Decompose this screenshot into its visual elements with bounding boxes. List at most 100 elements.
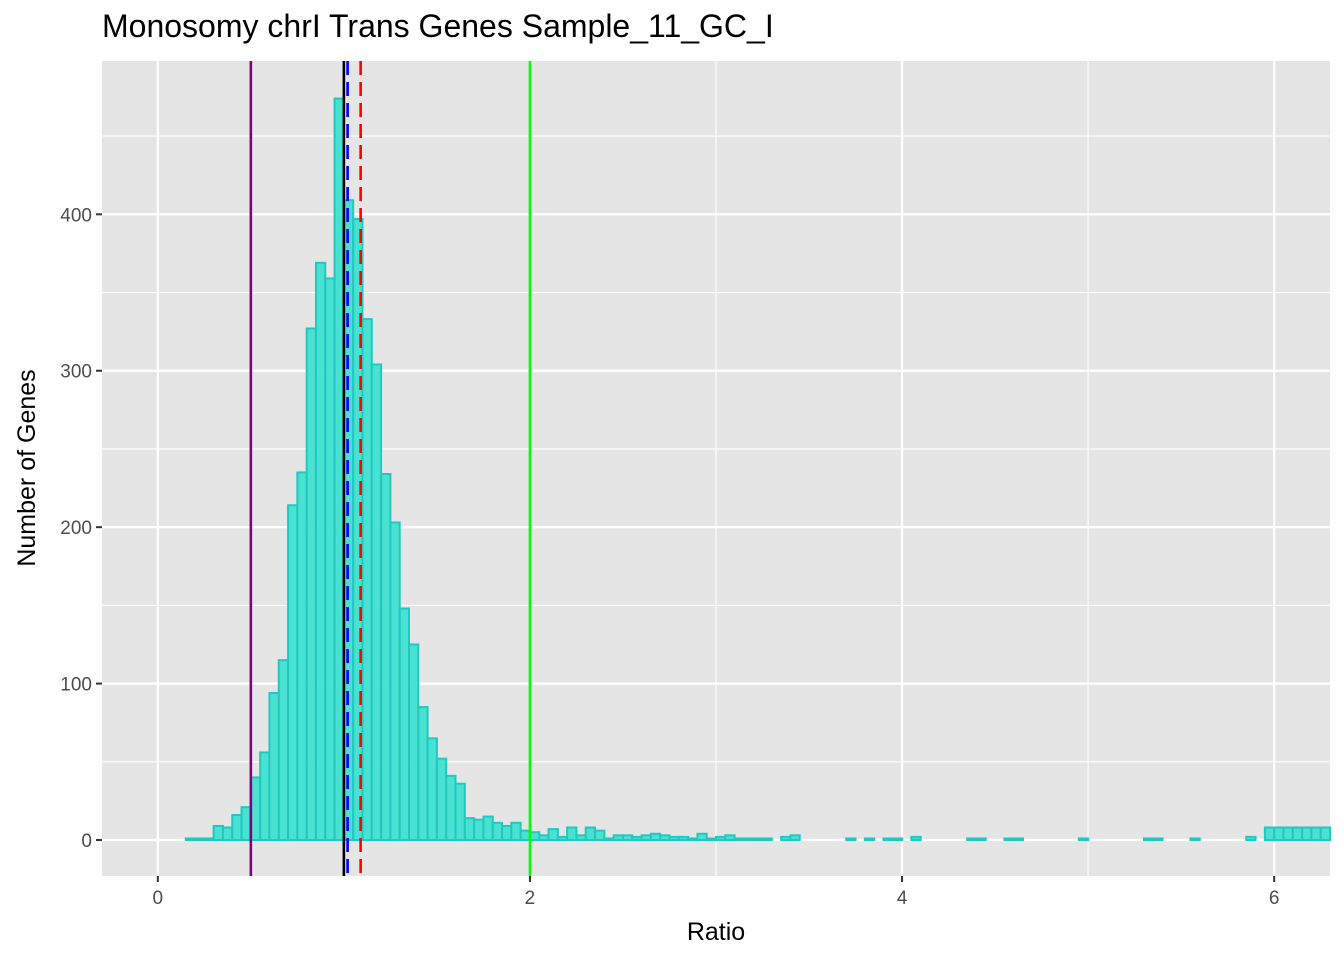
histogram-bar: [296, 471, 308, 842]
histogram-bar: [370, 363, 383, 842]
y-tick-label: 0: [81, 831, 92, 852]
x-tick-label: 4: [897, 888, 908, 909]
histogram-bar: [1310, 826, 1322, 842]
histogram-bar: [612, 834, 624, 842]
histogram-bar: [649, 832, 662, 842]
histogram-bar: [891, 837, 904, 842]
y-tick-label: 300: [60, 362, 92, 383]
x-tick-label: 0: [153, 888, 164, 909]
histogram-bar: [621, 834, 634, 842]
histogram-bar: [435, 757, 448, 842]
histogram-bar: [259, 751, 271, 842]
histogram-bar: [1291, 826, 1304, 842]
histogram-bar: [761, 837, 773, 842]
histogram-bar: [910, 835, 922, 842]
histogram-bar: [398, 607, 410, 842]
histogram-bar: [333, 97, 345, 842]
histogram-bar: [314, 261, 327, 842]
histogram-bar: [194, 837, 206, 842]
x-axis-title: Ratio: [687, 918, 745, 946]
y-tick-label: 200: [60, 518, 92, 539]
histogram-bar: [724, 834, 736, 842]
histogram-bar: [491, 821, 504, 842]
axis-ticks: [96, 213, 1276, 882]
histogram-bar: [863, 837, 876, 842]
histogram-bar: [277, 659, 290, 842]
histogram-bar: [482, 815, 494, 842]
histogram-bar: [715, 835, 727, 842]
histogram-bar: [361, 318, 373, 842]
y-axis-title: Number of Genes: [13, 369, 41, 566]
histogram-bar: [966, 837, 978, 842]
histogram-bar: [640, 834, 652, 842]
histogram-bar: [1301, 826, 1313, 842]
histogram-bar: [463, 817, 476, 842]
histogram-bar: [1142, 837, 1155, 842]
histogram-bar: [575, 834, 587, 842]
histogram-bar: [1319, 826, 1332, 842]
histogram-bar: [184, 837, 197, 842]
histogram-bar: [212, 824, 224, 842]
histogram-bar: [408, 643, 420, 842]
y-tick-label: 100: [60, 675, 92, 696]
histogram-bar: [742, 837, 755, 842]
histogram-bar: [975, 837, 987, 842]
x-tick-label: 2: [525, 888, 536, 909]
histogram-bar: [268, 691, 280, 842]
histogram-bar: [454, 782, 466, 842]
chart-title: Monosomy chrI Trans Genes Sample_11_GC_I: [102, 8, 774, 44]
histogram-bar: [584, 826, 597, 842]
histogram-bar: [1012, 837, 1024, 842]
histogram-bar: [389, 521, 401, 842]
histogram-bar: [1189, 837, 1201, 842]
histogram-bar: [687, 837, 699, 842]
histogram-bar: [705, 837, 717, 842]
histogram-bar: [780, 835, 792, 842]
histogram-bar: [677, 835, 690, 842]
histogram-bar: [324, 277, 336, 842]
histogram-bar: [1152, 837, 1164, 842]
histogram-bar: [426, 737, 438, 842]
y-tick-label: 400: [60, 205, 92, 226]
histogram-bar: [603, 837, 615, 842]
histogram-bar: [231, 813, 243, 842]
histogram-bar: [287, 504, 299, 842]
histogram-bar: [445, 774, 457, 842]
histogram-bar: [221, 826, 234, 842]
histogram-bar: [547, 828, 559, 842]
histogram-bar: [538, 834, 550, 842]
histogram-bar: [1245, 835, 1257, 842]
histogram-bar: [510, 821, 522, 842]
histogram-bar: [519, 829, 531, 842]
histogram-bar: [249, 776, 262, 842]
histogram-bar: [668, 835, 680, 842]
histogram-bar: [659, 834, 671, 842]
histogram-bar: [501, 824, 513, 842]
histogram-bar: [203, 837, 215, 842]
histogram-bar: [1282, 826, 1294, 842]
histogram-bar: [566, 826, 578, 842]
histogram-bar: [1273, 826, 1285, 842]
histogram-bar: [380, 472, 392, 842]
reference-lines: [249, 61, 532, 876]
histogram-bar: [305, 327, 317, 842]
histogram-bar: [789, 834, 801, 842]
histogram-bar: [1077, 837, 1090, 842]
histogram-bar: [631, 835, 643, 842]
histogram-bar: [473, 818, 485, 842]
histogram-bar: [1263, 826, 1276, 842]
histogram-bar: [528, 831, 541, 842]
histogram-bar: [240, 806, 252, 842]
histogram-bar: [556, 835, 569, 842]
histogram-bar: [882, 837, 894, 842]
histogram-bar: [845, 837, 857, 842]
x-tick-label: 6: [1269, 888, 1280, 909]
histogram-bar: [417, 706, 429, 842]
histogram-bar: [594, 829, 606, 842]
histogram-bar: [696, 832, 708, 842]
histogram-bar: [752, 837, 764, 842]
histogram-bar: [1003, 837, 1015, 842]
axis-tick-labels: 0 2 4 6 0 100 200 300 400: [60, 205, 1279, 909]
histogram-bar: [733, 837, 745, 842]
